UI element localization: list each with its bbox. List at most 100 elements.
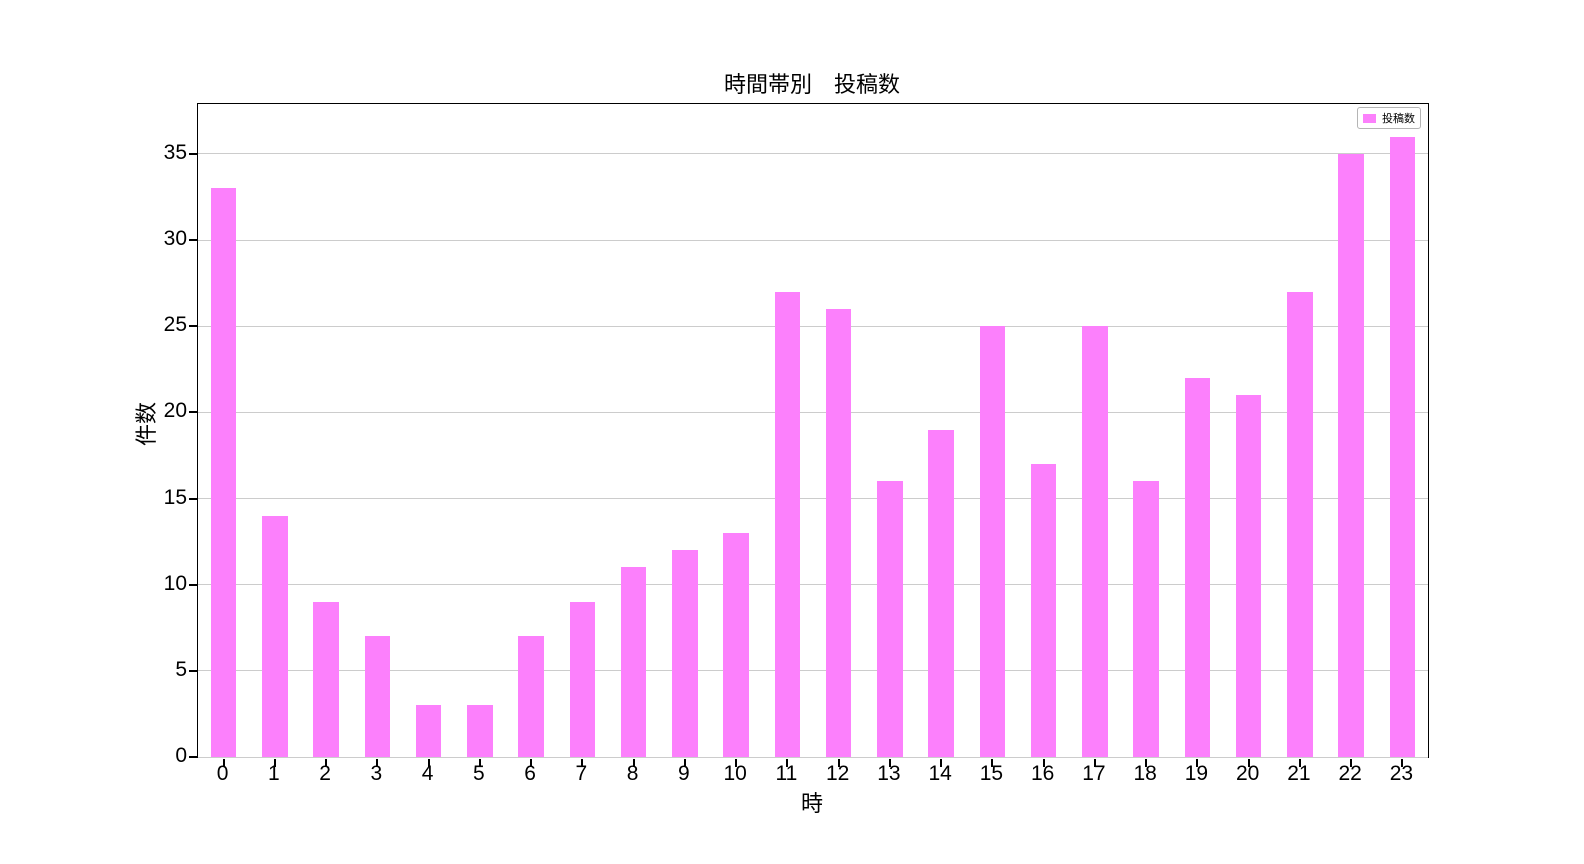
bar-hour-16: [1030, 464, 1057, 757]
bar-hour-3: [364, 636, 391, 757]
x-tick-mark: [1093, 758, 1096, 767]
x-tick-mark: [991, 758, 994, 767]
x-tick-mark: [325, 758, 328, 767]
x-tick-label: 12: [825, 762, 850, 785]
y-tick-label: 35: [163, 140, 187, 164]
x-tick-label: 21: [1287, 762, 1311, 785]
bar-hour-22: [1338, 153, 1364, 757]
x-tick-mark: [735, 758, 738, 767]
y-tick-label: 20: [163, 399, 187, 423]
x-tick-mark: [940, 758, 943, 767]
x-tick-label: 4: [421, 762, 434, 785]
x-tick-mark: [786, 758, 789, 767]
chart-title: 時間帯別 投稿数: [723, 72, 900, 97]
x-tick-mark: [273, 758, 276, 767]
x-tick-label: 16: [1030, 762, 1055, 785]
x-tick-label: 15: [979, 762, 1004, 785]
legend-label: 投稿数: [1382, 113, 1415, 125]
x-tick-label: 8: [626, 762, 639, 785]
y-tick-label: 30: [163, 227, 187, 251]
bar-hour-12: [825, 309, 852, 757]
bar-hour-7: [569, 601, 596, 757]
bar-hour-23: [1389, 136, 1416, 757]
x-tick-mark: [478, 758, 481, 767]
gridline-y-35: [198, 153, 1428, 155]
x-tick-mark: [1401, 758, 1404, 767]
x-tick-mark: [581, 758, 584, 767]
bar-hour-11: [774, 291, 801, 757]
y-tick-label: 25: [163, 313, 187, 337]
x-tick-mark: [222, 758, 225, 767]
x-tick-mark: [376, 758, 379, 767]
bar-hour-5: [467, 705, 493, 757]
bar-hour-15: [979, 326, 1006, 757]
y-tick-mark: [188, 239, 197, 242]
bar-hour-13: [877, 481, 903, 757]
bar-hour-6: [518, 636, 544, 757]
y-tick-label: 0: [175, 744, 187, 767]
x-tick-mark: [427, 758, 430, 767]
y-tick-mark: [188, 497, 197, 500]
bar-hour-17: [1082, 326, 1108, 757]
y-tick-label: 5: [175, 657, 187, 681]
bar-hour-20: [1235, 395, 1262, 757]
y-tick-label: 10: [163, 571, 187, 595]
bar-hour-10: [723, 533, 749, 757]
gridline-y-25: [198, 325, 1428, 327]
x-tick-mark: [1145, 758, 1148, 767]
gridline-y-0: [198, 756, 1428, 758]
x-tick-label: 13: [877, 762, 901, 785]
x-tick-mark: [1247, 758, 1250, 767]
gridline-y-30: [198, 239, 1428, 241]
x-tick-label: 22: [1338, 762, 1362, 785]
x-tick-label: 2: [319, 762, 331, 785]
y-tick-mark: [188, 325, 197, 328]
y-tick-mark: [188, 669, 197, 672]
gridline-y-10: [198, 584, 1428, 586]
y-tick-label: 15: [163, 485, 187, 509]
x-tick-label: 7: [575, 762, 588, 785]
bar-hour-18: [1133, 481, 1159, 757]
legend-swatch-icon: [1363, 113, 1376, 123]
x-tick-mark: [1196, 758, 1199, 767]
y-axis-label: 件数: [134, 402, 159, 447]
x-tick-label: 1: [268, 762, 280, 785]
x-tick-label: 11: [775, 762, 798, 785]
bar-hour-1: [262, 515, 288, 757]
bar-hour-8: [620, 567, 647, 757]
x-tick-mark: [1350, 758, 1353, 767]
bar-hour-19: [1184, 377, 1211, 757]
bar-hour-0: [210, 188, 237, 757]
x-tick-mark: [1298, 758, 1301, 767]
y-tick-mark: [188, 411, 197, 414]
x-tick-label: 0: [216, 762, 229, 785]
x-tick-mark: [530, 758, 533, 767]
x-tick-label: 23: [1389, 762, 1414, 785]
x-tick-label: 14: [928, 762, 952, 785]
bar-hour-14: [928, 429, 954, 757]
x-tick-mark: [632, 758, 635, 767]
x-tick-label: 18: [1133, 762, 1157, 785]
legend: 投稿数: [1357, 107, 1421, 129]
y-tick-mark: [188, 152, 197, 155]
plot-area: [188, 103, 1429, 767]
x-tick-label: 17: [1082, 762, 1106, 785]
bar-hour-9: [672, 550, 698, 757]
x-axis-label: 時: [800, 791, 823, 816]
x-tick-mark: [683, 758, 686, 767]
x-tick-label: 9: [678, 762, 690, 785]
x-tick-label: 3: [370, 762, 383, 785]
y-tick-mark: [188, 756, 197, 758]
x-tick-mark: [1042, 758, 1045, 767]
bar-hour-4: [415, 705, 442, 757]
bar-hour-2: [313, 601, 339, 757]
x-tick-mark: [837, 758, 840, 767]
x-tick-label: 20: [1235, 762, 1260, 785]
x-tick-mark: [888, 758, 891, 767]
x-tick-label: 6: [524, 762, 536, 785]
y-tick-mark: [188, 583, 197, 586]
x-tick-label: 19: [1184, 762, 1209, 785]
x-tick-label: 10: [723, 762, 747, 785]
gridline-y-15: [198, 498, 1428, 500]
